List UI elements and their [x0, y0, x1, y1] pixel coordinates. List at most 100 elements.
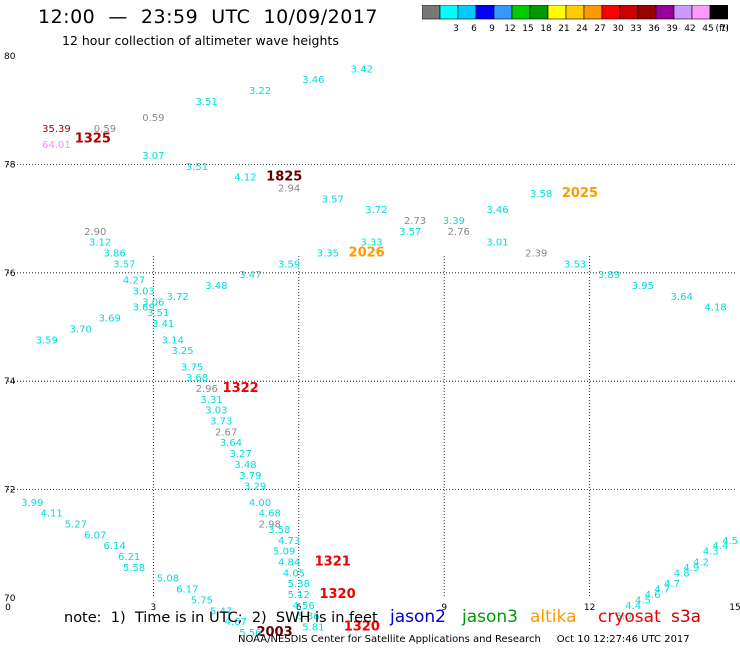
legend-jason2: jason2: [390, 607, 446, 627]
wave-height-label: 5.36: [297, 612, 319, 623]
pass-time-label: 1322: [223, 381, 259, 396]
x-tick-label: 6: [296, 603, 302, 613]
wave-height-label: 3.03: [205, 406, 227, 417]
pass-time-label: 1320: [344, 620, 380, 635]
wave-height-label: 4.6: [645, 590, 661, 601]
colorbar-legend: 36912151821242730333639424570(ft): [422, 5, 728, 34]
y-tick-label: 80: [4, 52, 16, 62]
x-tick-label: 12: [584, 603, 595, 613]
wave-height-label: 4.4: [713, 541, 729, 552]
wave-height-label: 4.5: [722, 536, 738, 547]
colorbar-label: 45: [702, 24, 713, 34]
wave-height-label: 3.95: [632, 281, 654, 292]
wave-height-label: 6.21: [118, 552, 140, 563]
wave-height-label: 3.22: [249, 86, 271, 97]
wave-height-label: 4.5: [635, 595, 651, 606]
wave-height-label: 3.73: [210, 417, 232, 428]
y-tick-label: 74: [4, 377, 16, 387]
wave-height-label: 3.57: [113, 259, 135, 270]
wave-height-label: 3.14: [162, 335, 184, 346]
pass-time-label: 1825: [266, 170, 302, 185]
wave-height-label: 3.25: [171, 346, 193, 357]
wave-height-label: 5.09: [273, 547, 295, 558]
wave-height-label: 3.57: [399, 227, 421, 238]
wave-height-label: 3.86: [103, 249, 125, 260]
colorbar-unit: (ft): [715, 24, 728, 34]
wave-height-label: 2.90: [84, 227, 106, 238]
wave-height-label: 3.42: [351, 64, 373, 75]
colorbar-label: 6: [471, 24, 477, 34]
wave-height-label: 4.11: [40, 509, 62, 520]
wave-height-label: 4.68: [259, 509, 281, 520]
colorbar-label: 9: [489, 24, 495, 34]
wave-height-label: 3.59: [36, 335, 58, 346]
wave-height-label: 4.18: [704, 303, 726, 314]
wave-height-label: 3.33: [360, 238, 382, 249]
wave-height-label: 3.89: [598, 270, 620, 281]
wave-height-label: 6.14: [103, 541, 125, 552]
pass-time-label: 1320: [319, 587, 355, 602]
y-tick-label: 72: [4, 486, 15, 496]
wave-height-label: 4.12: [234, 173, 256, 184]
pass-time-label: 2025: [562, 186, 598, 201]
colorbar-label: 39: [666, 24, 678, 34]
wave-height-label: 6.17: [176, 585, 198, 596]
y-tick-label: 70: [4, 594, 16, 604]
wave-height-label: 5.27: [65, 520, 87, 531]
wave-height-label: 4.00: [249, 498, 271, 509]
wave-height-label: 3.39: [443, 216, 465, 227]
wave-height-label: 4.05: [283, 568, 305, 579]
wave-height-label: 3.47: [239, 270, 261, 281]
wave-height-label: 5.58: [123, 563, 145, 574]
wave-height-label: 3.46: [302, 75, 324, 86]
wave-height-label: 3.06: [142, 297, 164, 308]
wave-height-label: 4.3: [703, 547, 719, 558]
wave-height-label: 4.2: [693, 557, 709, 568]
wave-height-label: 5.75: [191, 595, 213, 606]
wave-height-label: 5.47: [210, 606, 232, 617]
y-tick-label: 76: [4, 269, 16, 279]
wave-height-label: 2.76: [448, 227, 470, 238]
wave-height-label: 0.59: [142, 113, 164, 124]
wave-height-label: 6.07: [84, 530, 106, 541]
wave-height-label: 5.81: [302, 623, 324, 634]
wave-height-label: 3.58: [268, 525, 290, 536]
x-tick-label: 9: [441, 603, 447, 613]
wave-height-label: 35.39: [42, 124, 71, 135]
wave-height-label: 3.27: [230, 449, 252, 460]
legend-jason3: jason3: [462, 607, 518, 627]
colorbar-label: 42: [684, 24, 695, 34]
pass-time-label: 2026: [349, 246, 385, 261]
footer-credit: NOAA/NESDIS Center for Satellite Applica…: [238, 634, 690, 645]
wave-height-label: 2.96: [196, 384, 218, 395]
wave-height-label: 3.07: [142, 151, 164, 162]
chart-title: 12:00 — 23:59 UTC 10/09/2017: [38, 6, 379, 28]
wave-height-label: 3.51: [147, 308, 169, 319]
wave-height-label: 4.4: [625, 601, 641, 612]
wave-height-label: 4.56: [293, 601, 315, 612]
colorbar-label: 70: [720, 24, 728, 34]
wave-height-label: 5.38: [288, 579, 310, 590]
pass-time-label: 2003: [256, 625, 292, 640]
wave-height-label: 4.84: [278, 557, 300, 568]
legend-note: note: 1) Time is in UTC; 2) SWH is in fe…: [64, 610, 378, 626]
wave-height-label: 4.67: [225, 617, 247, 628]
wave-height-label: 2.67: [215, 427, 237, 438]
wave-height-label: 3.69: [99, 314, 121, 325]
wave-height-label: 2.39: [525, 249, 547, 260]
wave-height-label: 3.75: [181, 362, 203, 373]
wave-height-label: 4.73: [278, 536, 300, 547]
wave-height-label: 3.58: [530, 189, 552, 200]
y-tick-label: 78: [4, 160, 16, 170]
wave-height-label: 3.64: [671, 292, 693, 303]
wave-height-label: 3.53: [564, 259, 586, 270]
colorbar-label: 24: [576, 24, 588, 34]
wave-height-label: 3.48: [205, 281, 227, 292]
wave-height-label: 64.01: [42, 140, 71, 151]
wave-height-label: 5.08: [157, 574, 179, 585]
x-tick-label: 3: [151, 603, 157, 613]
pass-time-label: 1321: [315, 554, 351, 569]
wave-height-label: 3.31: [200, 395, 222, 406]
colorbar-label: 15: [522, 24, 533, 34]
